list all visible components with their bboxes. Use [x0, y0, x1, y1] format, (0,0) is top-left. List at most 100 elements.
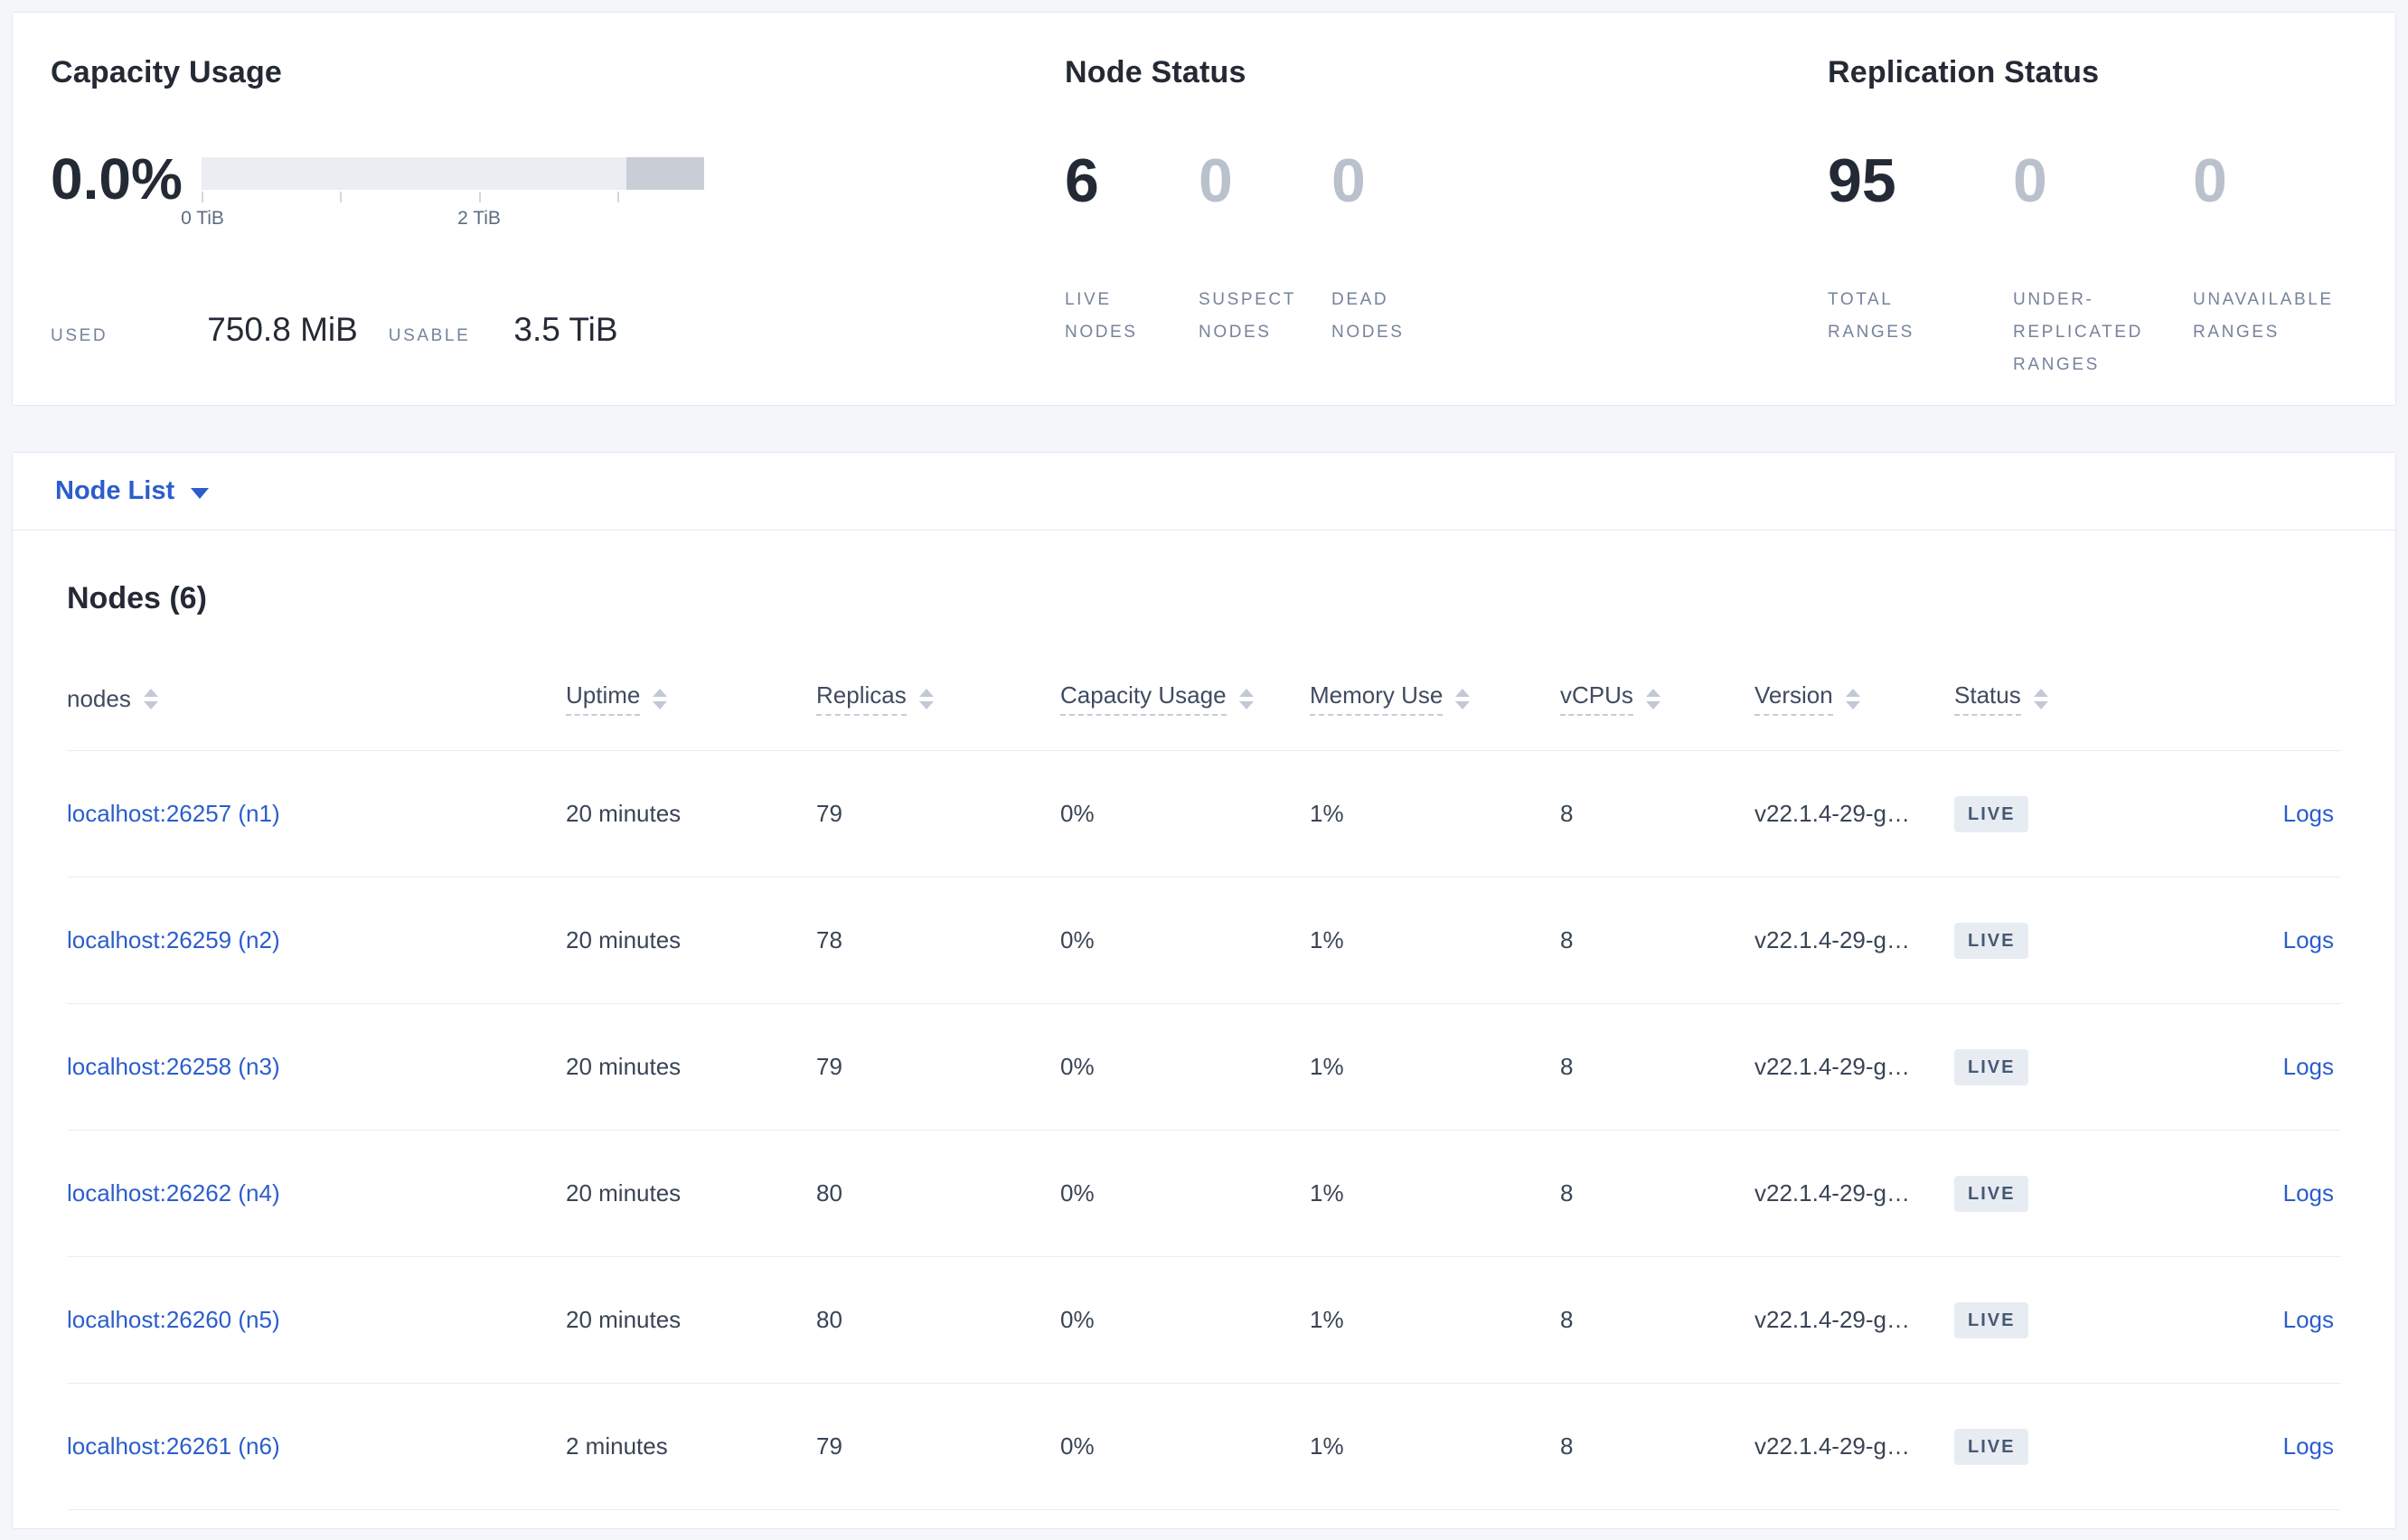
table-row: localhost:26257 (n1) 20 minutes 79 0% 1%… — [67, 750, 2341, 878]
capacity-bar — [202, 157, 704, 190]
logs-link[interactable]: Logs — [2282, 1179, 2334, 1207]
uptime-cell: 20 minutes — [566, 877, 816, 1004]
table-header-row: nodes Uptime Replicas Capacity Usage Mem… — [67, 667, 2341, 751]
capacity-axis-labels: 0 TiB 2 TiB — [181, 204, 704, 231]
capacity-usage-panel: Capacity Usage 0.0% 0 TiB 2 TiB — [51, 54, 1009, 349]
table-row: localhost:26262 (n4) 20 minutes 80 0% 1%… — [67, 1130, 2341, 1257]
logs-link[interactable]: Logs — [2282, 926, 2334, 953]
live-nodes-stat: 6 LIVE NODES — [1065, 150, 1199, 349]
replicas-cell: 80 — [816, 1130, 1060, 1257]
status-cell: LIVE — [1954, 877, 2175, 1004]
node-list-card: Node List Nodes (6) nodes Uptime Replica… — [12, 452, 2396, 1529]
node-cell: localhost:26260 (n5) — [67, 1256, 566, 1384]
vcpus-cell: 8 — [1560, 1256, 1754, 1384]
replicas-cell: 79 — [816, 750, 1060, 878]
vcpus-cell: 8 — [1560, 1130, 1754, 1257]
status-cell: LIVE — [1954, 1003, 2175, 1131]
nodes-count-heading: Nodes (6) — [67, 581, 207, 615]
node-link[interactable]: localhost:26262 (n4) — [67, 1179, 280, 1207]
column-header-status[interactable]: Status — [1954, 667, 2175, 751]
vcpus-cell: 8 — [1560, 1003, 1754, 1131]
node-link[interactable]: localhost:26261 (n6) — [67, 1432, 280, 1460]
node-link[interactable]: localhost:26258 (n3) — [67, 1053, 280, 1080]
sort-icon — [1455, 688, 1471, 709]
replication-status-title: Replication Status — [1828, 55, 2100, 89]
column-header-memory-use[interactable]: Memory Use — [1310, 667, 1560, 751]
node-link[interactable]: localhost:26260 (n5) — [67, 1306, 280, 1333]
logs-cell: Logs — [2175, 750, 2341, 878]
memory-use-cell: 1% — [1310, 1130, 1560, 1257]
column-header-logs — [2175, 667, 2341, 751]
node-link[interactable]: localhost:26257 (n1) — [67, 800, 280, 827]
status-cell: LIVE — [1954, 1383, 2175, 1510]
replication-status-panel: Replication Status 95 TOTAL RANGES 0 UND… — [1828, 54, 2370, 381]
node-status-panel: Node Status 6 LIVE NODES 0 SUSPECT NODES… — [1065, 54, 1752, 349]
node-list-dropdown[interactable]: Node List — [55, 476, 210, 506]
uptime-cell: 20 minutes — [566, 1130, 816, 1257]
logs-link[interactable]: Logs — [2282, 1053, 2334, 1080]
logs-cell: Logs — [2175, 1130, 2341, 1257]
replicas-cell: 79 — [816, 1003, 1060, 1131]
column-header-status-label: Status — [1954, 681, 2021, 716]
total-ranges-label: TOTAL RANGES — [1828, 290, 1914, 342]
logs-cell: Logs — [2175, 1256, 2341, 1384]
logs-cell: Logs — [2175, 1003, 2341, 1131]
status-badge: LIVE — [1954, 1301, 2029, 1338]
node-list-dropdown-bar: Node List — [13, 453, 2395, 531]
axis-label-2-tib: 2 TiB — [457, 208, 501, 229]
under-replicated-ranges-stat: 0 UNDER-REPLICATED RANGES — [2013, 150, 2193, 381]
total-ranges-count: 95 — [1828, 146, 1896, 215]
status-badge: LIVE — [1954, 1048, 2029, 1085]
status-badge: LIVE — [1954, 922, 2029, 959]
replicas-cell: 78 — [816, 877, 1060, 1004]
version-cell: v22.1.4-29-g… — [1754, 877, 1954, 1004]
table-row: localhost:26261 (n6) 2 minutes 79 0% 1% … — [67, 1383, 2341, 1510]
sort-icon — [918, 688, 934, 709]
axis-tick — [617, 192, 619, 202]
status-cell: LIVE — [1954, 750, 2175, 878]
memory-use-cell: 1% — [1310, 1256, 1560, 1384]
column-header-capacity-usage[interactable]: Capacity Usage — [1060, 667, 1310, 751]
uptime-cell: 2 minutes — [566, 1383, 816, 1510]
logs-cell: Logs — [2175, 1383, 2341, 1510]
unavailable-ranges-label: UNAVAILABLE RANGES — [2193, 290, 2334, 342]
node-link[interactable]: localhost:26259 (n2) — [67, 926, 280, 953]
vcpus-cell: 8 — [1560, 750, 1754, 878]
column-header-uptime[interactable]: Uptime — [566, 667, 816, 751]
status-cell: LIVE — [1954, 1130, 2175, 1257]
live-nodes-label: LIVE NODES — [1065, 290, 1138, 342]
sort-icon — [1238, 688, 1254, 709]
sort-icon — [1645, 688, 1660, 709]
axis-tick — [202, 192, 203, 202]
capacity-usage-chart: 0 TiB 2 TiB — [181, 157, 704, 231]
capacity-usage-cell: 0% — [1060, 1130, 1310, 1257]
memory-use-cell: 1% — [1310, 1383, 1560, 1510]
live-nodes-count: 6 — [1065, 146, 1099, 215]
memory-use-cell: 1% — [1310, 877, 1560, 1004]
under-replicated-ranges-count: 0 — [2013, 146, 2047, 215]
capacity-bar-dark-segment — [626, 157, 704, 190]
logs-link[interactable]: Logs — [2282, 1306, 2334, 1333]
column-header-version-label: Version — [1754, 681, 1833, 716]
logs-link[interactable]: Logs — [2282, 1432, 2334, 1460]
status-badge: LIVE — [1954, 795, 2029, 832]
cluster-summary-card: Capacity Usage 0.0% 0 TiB 2 TiB — [12, 12, 2396, 406]
version-cell: v22.1.4-29-g… — [1754, 1256, 1954, 1384]
logs-link[interactable]: Logs — [2282, 800, 2334, 827]
sort-icon — [1845, 688, 1860, 709]
dead-nodes-label: DEAD NODES — [1331, 290, 1405, 342]
under-replicated-ranges-label: UNDER-REPLICATED RANGES — [2013, 290, 2143, 374]
column-header-version[interactable]: Version — [1754, 667, 1954, 751]
capacity-axis-ticks — [202, 190, 704, 204]
column-header-vcpus[interactable]: vCPUs — [1560, 667, 1754, 751]
column-header-replicas[interactable]: Replicas — [816, 667, 1060, 751]
node-status-title: Node Status — [1065, 55, 1246, 89]
memory-use-cell: 1% — [1310, 750, 1560, 878]
replicas-cell: 80 — [816, 1256, 1060, 1384]
used-label: USED — [51, 326, 108, 345]
logs-cell: Logs — [2175, 877, 2341, 1004]
sort-icon — [653, 688, 668, 709]
vcpus-cell: 8 — [1560, 877, 1754, 1004]
column-header-nodes[interactable]: nodes — [67, 667, 566, 751]
version-cell: v22.1.4-29-g… — [1754, 1130, 1954, 1257]
